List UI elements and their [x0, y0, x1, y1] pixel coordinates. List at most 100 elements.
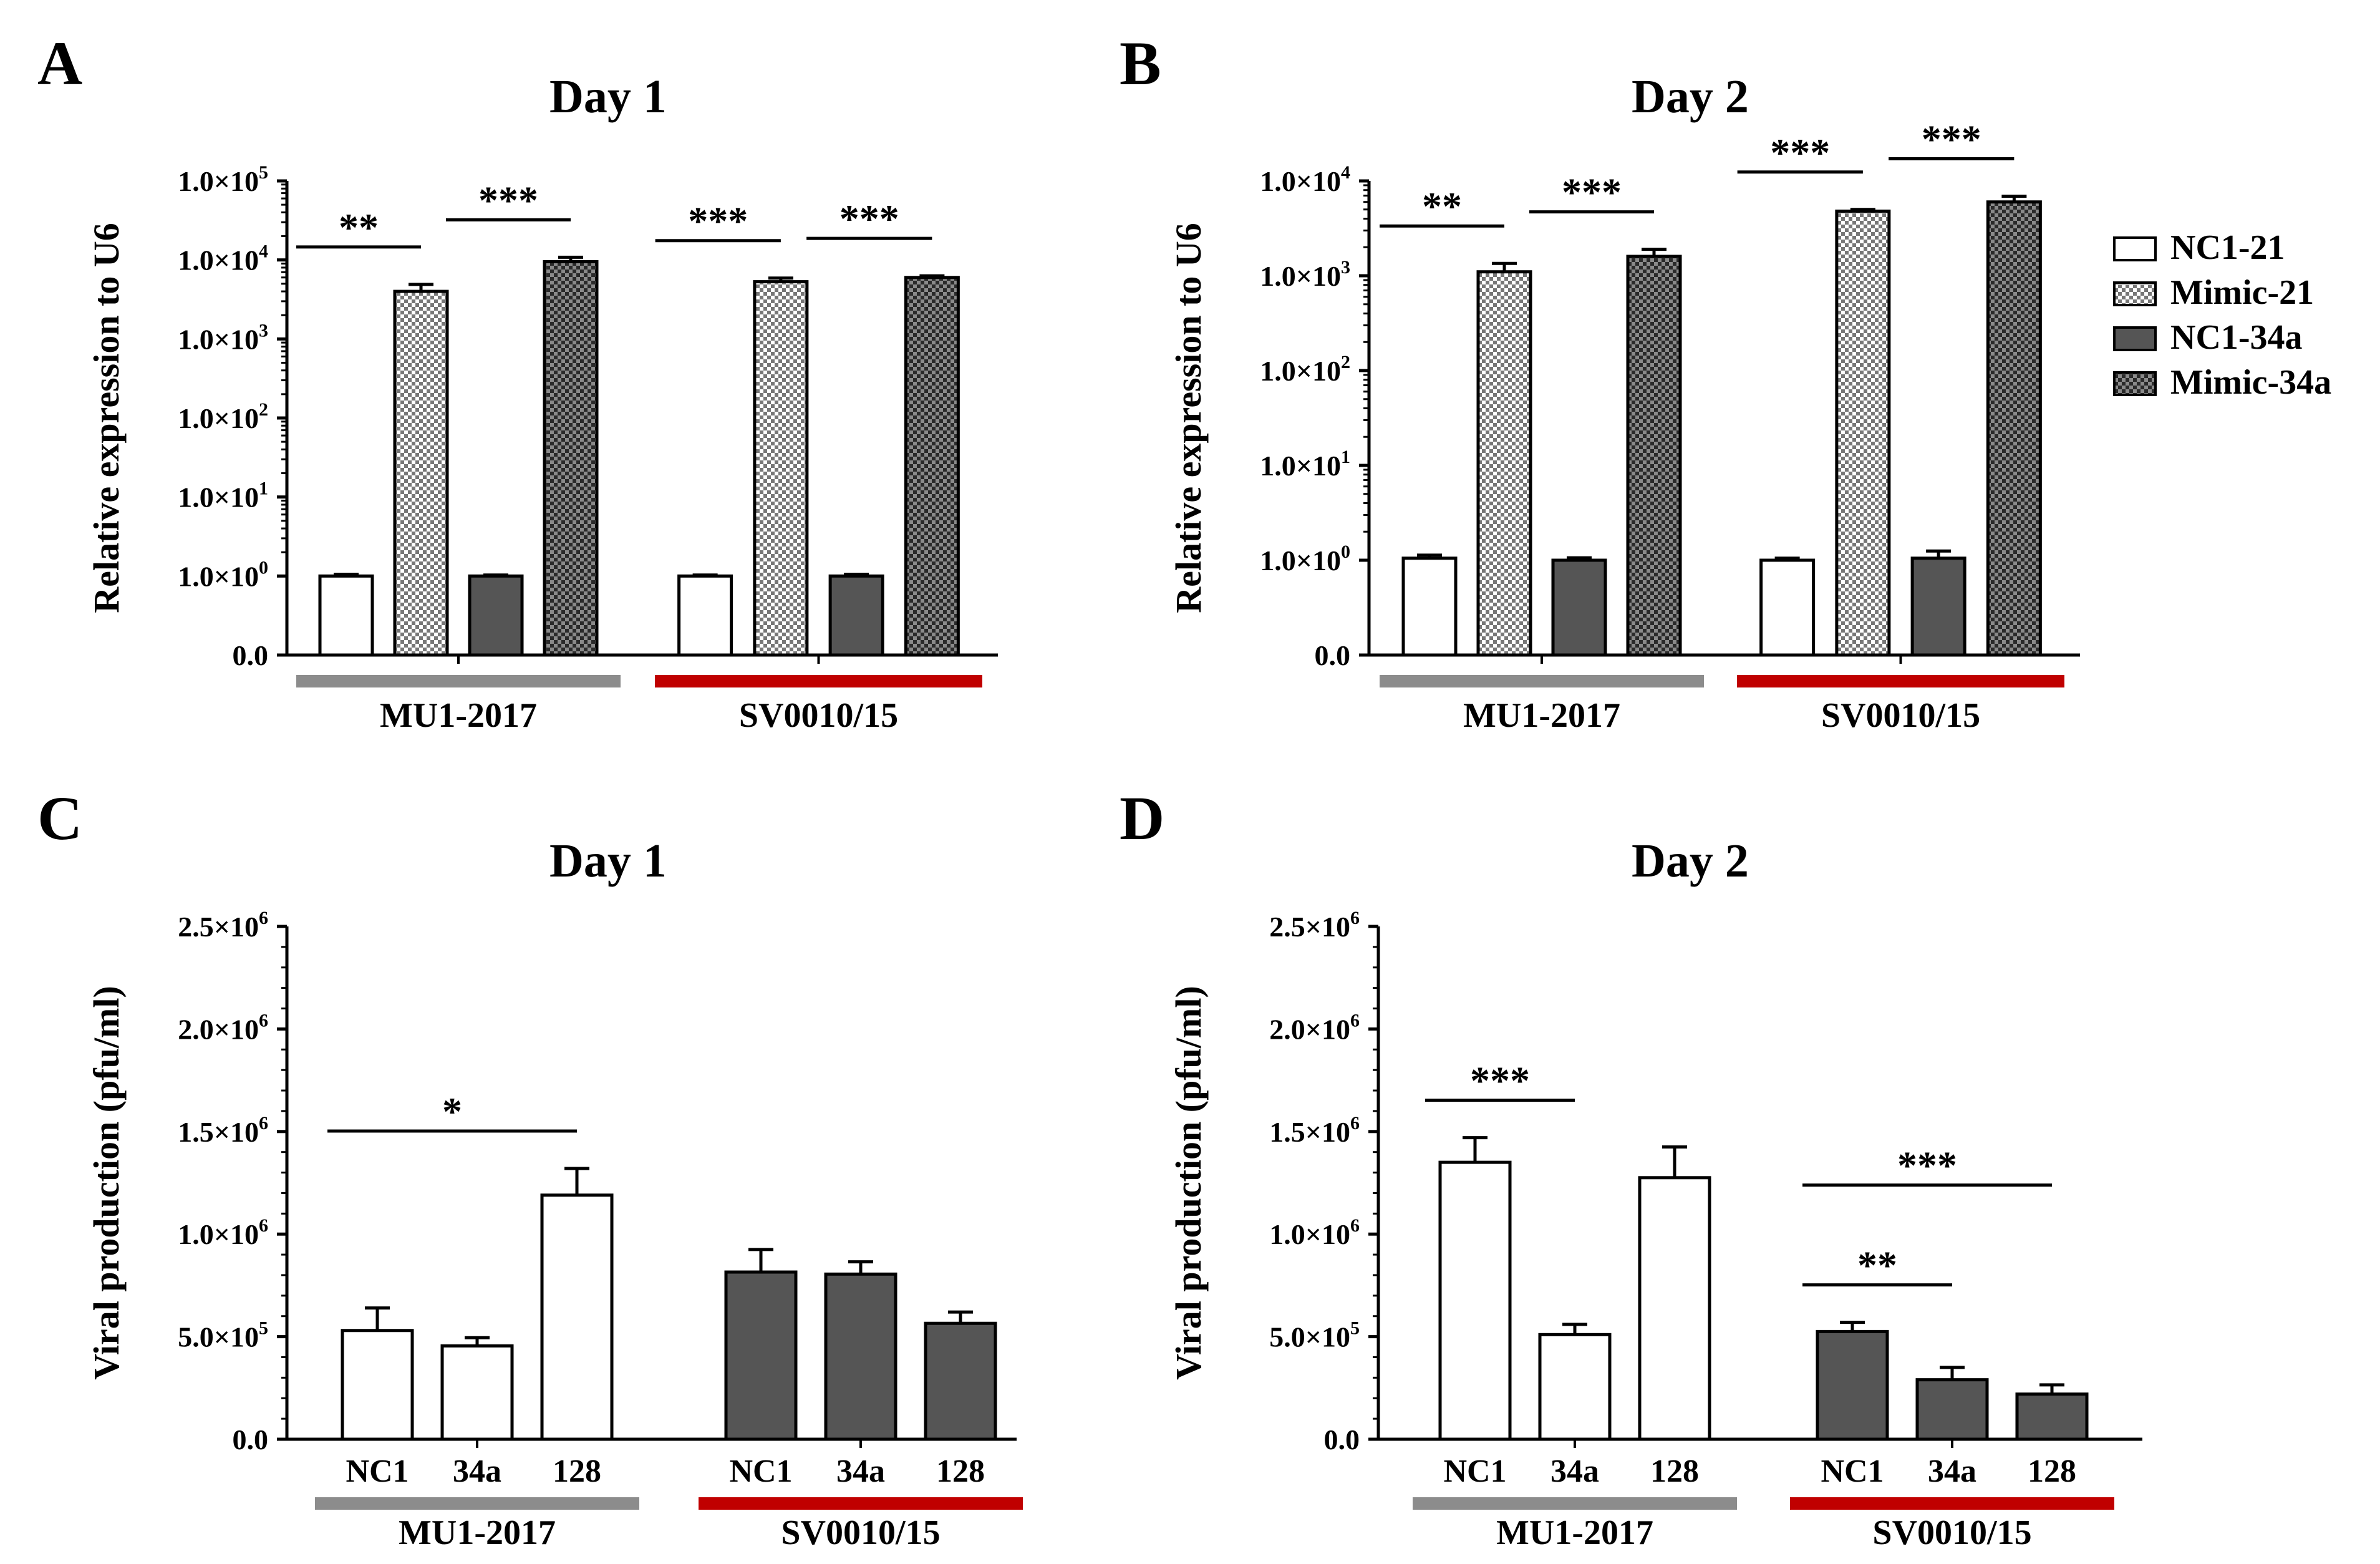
bar	[824, 1272, 897, 1441]
y-tick-label: 2.0×106	[178, 1010, 268, 1045]
legend: NC1-21 Mimic-21 NC1-34a Mimic-34a	[2113, 228, 2331, 402]
bar	[1638, 1176, 1711, 1441]
x-tick-label: 128	[553, 1454, 601, 1489]
bar	[543, 260, 599, 657]
panel-letter: C	[37, 784, 82, 853]
y-tick-label: 1.0×104	[178, 241, 268, 276]
bar	[393, 289, 449, 657]
group-bar	[1413, 1497, 1737, 1510]
panel-title: Day 1	[549, 70, 667, 123]
y-tick-label: 1.0×103	[1260, 257, 1350, 292]
legend-label: Mimic-34a	[2170, 363, 2331, 402]
bar	[1835, 209, 1891, 657]
significance-label: ***	[1770, 130, 1830, 175]
x-tick-label: 34a	[453, 1454, 501, 1489]
significance-label: ***	[1897, 1144, 1957, 1188]
bar	[924, 1321, 997, 1441]
panel-letter: A	[37, 29, 82, 98]
y-tick-label: 0.0	[233, 1424, 269, 1455]
panel-D: D Day 2 Viral production (pfu/ml) 0.0 5.0×10…	[1120, 784, 2142, 1552]
group-label: MU1-2017	[1463, 696, 1620, 735]
group-label: MU1-2017	[380, 696, 537, 735]
bar	[318, 574, 374, 657]
legend-swatch	[2113, 281, 2157, 306]
group-bar	[315, 1497, 639, 1510]
group-bar	[296, 675, 621, 687]
legend-label: NC1-34a	[2170, 318, 2303, 357]
x-tick-label: NC1	[1443, 1454, 1506, 1489]
legend-label: NC1-21	[2170, 228, 2285, 267]
y-tick-label: 1.0×103	[178, 320, 268, 355]
bar	[1915, 1378, 1989, 1441]
y-axis-label: Relative expression to U6	[86, 223, 127, 613]
y-tick-label: 1.0×104	[1260, 162, 1350, 197]
bar	[2015, 1392, 2089, 1441]
panel-title: Day 2	[1632, 70, 1749, 123]
legend-swatch	[2113, 326, 2157, 351]
group-label: MU1-2017	[399, 1513, 556, 1552]
significance-label: **	[339, 205, 379, 250]
panel-title: Day 1	[549, 835, 667, 887]
x-tick-label: 34a	[1550, 1454, 1599, 1489]
bar	[1986, 200, 2042, 657]
panel-letter: D	[1120, 784, 1164, 853]
significance-label: ***	[478, 178, 538, 222]
panel-letter: B	[1120, 29, 1161, 98]
y-tick-label: 1.0×102	[178, 399, 268, 434]
y-tick-label: 1.0×100	[1260, 542, 1350, 576]
panel-B: B Day 2 Relative expression to U6 0.0 1.0×10…	[1120, 29, 2080, 735]
bar	[1476, 270, 1532, 657]
y-tick-label: 2.0×106	[1269, 1010, 1360, 1045]
bar	[1538, 1333, 1612, 1441]
bar	[540, 1193, 614, 1441]
significance-label: **	[1422, 184, 1462, 228]
x-tick-label: NC1	[346, 1454, 409, 1489]
significance-label: ***	[1922, 117, 1981, 161]
significance-label: ***	[688, 199, 748, 243]
group-label: SV0010/15	[1821, 696, 1980, 735]
group-bar	[1737, 675, 2064, 687]
y-tick-label: 1.0×101	[178, 478, 268, 513]
bar	[1401, 556, 1458, 657]
x-tick-label: 34a	[1928, 1454, 1976, 1489]
y-tick-label: 1.5×106	[178, 1113, 268, 1148]
group-bar	[1790, 1497, 2114, 1510]
y-tick-label: 2.5×106	[178, 908, 268, 943]
significance-label: ***	[839, 197, 899, 241]
bar	[468, 574, 524, 657]
bar	[1759, 558, 1816, 657]
bar	[904, 276, 960, 657]
y-axis-label: Viral production (pfu/ml)	[1168, 986, 1209, 1380]
x-tick-label: 128	[1650, 1454, 1699, 1489]
x-tick-label: NC1	[729, 1454, 792, 1489]
significance-label: ***	[1562, 170, 1622, 215]
panel-C: C Day 1 Viral production (pfu/ml) 0.0 5.0×10…	[37, 784, 1023, 1552]
x-tick-label: NC1	[1821, 1454, 1884, 1489]
group-label: SV0010/15	[781, 1513, 940, 1552]
y-tick-label: 5.0×105	[178, 1318, 268, 1353]
bar	[440, 1344, 514, 1441]
panel-title: Day 2	[1632, 835, 1749, 887]
y-tick-label: 1.5×106	[1269, 1113, 1360, 1148]
bar	[1551, 558, 1607, 657]
x-tick-label: 128	[936, 1454, 985, 1489]
group-label: SV0010/15	[1872, 1513, 2031, 1552]
legend-swatch	[2113, 236, 2157, 261]
bar	[753, 280, 809, 657]
y-tick-label: 1.0×101	[1260, 447, 1350, 482]
panel-A: A Day 1 Relative expression to U6 0.0 1.0×10…	[37, 29, 998, 735]
significance-label: ***	[1470, 1059, 1530, 1103]
x-tick-label: 34a	[836, 1454, 885, 1489]
y-tick-label: 2.5×106	[1269, 908, 1360, 943]
y-tick-label: 5.0×105	[1269, 1318, 1360, 1353]
significance-label: **	[1857, 1243, 1897, 1288]
legend-swatch	[2113, 371, 2157, 396]
significance-label: *	[442, 1089, 462, 1134]
y-tick-label: 0.0	[233, 639, 269, 671]
bar	[1910, 556, 1966, 657]
y-tick-label: 1.0×102	[1260, 352, 1350, 387]
y-tick-label: 1.0×106	[1269, 1215, 1360, 1250]
bar	[1438, 1160, 1512, 1441]
y-tick-label: 1.0×100	[178, 557, 268, 592]
